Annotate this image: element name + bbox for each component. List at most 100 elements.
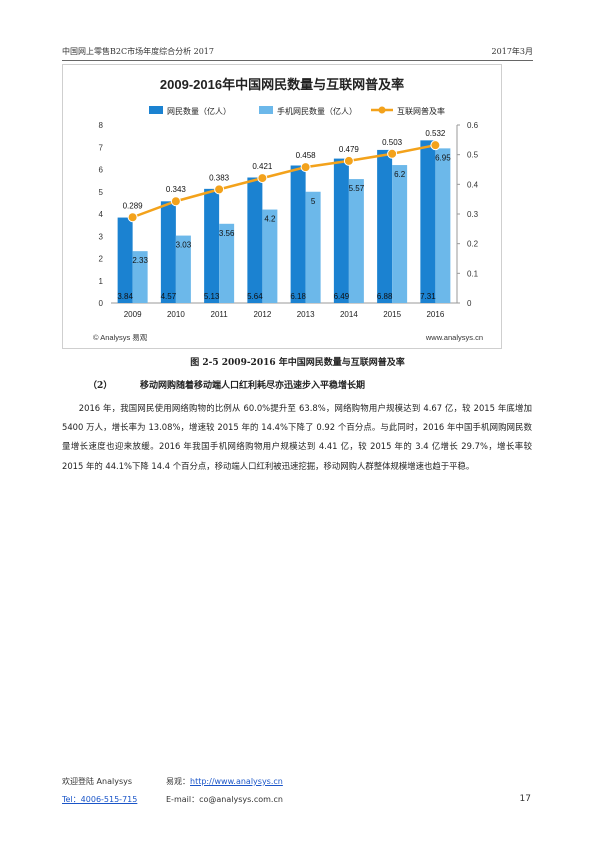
bar-netizens-value-label: 3.84 — [117, 292, 133, 301]
bar-mobile-netizens — [262, 209, 278, 303]
bar-netizens-value-label: 6.49 — [334, 292, 350, 301]
footer-website-label: 易观： — [166, 777, 190, 786]
bar-netizens — [333, 158, 349, 303]
section-number: （2） — [88, 381, 113, 391]
y-right-tick-label: 0.5 — [467, 151, 479, 160]
x-tick-label: 2015 — [383, 310, 401, 319]
bar-netizens-value-label: 7.31 — [420, 292, 436, 301]
y-left-tick-label: 1 — [99, 277, 104, 286]
bar-mobile-value-label: 5 — [311, 197, 316, 206]
line-point — [257, 173, 268, 184]
header-report-title: 中国网上零售B2C市场年度综合分析 2017 — [62, 47, 214, 56]
line-value-label: 0.458 — [296, 151, 317, 160]
x-tick-label: 2011 — [211, 310, 229, 319]
line-value-label: 0.532 — [425, 129, 446, 138]
y-left-tick-label: 6 — [99, 166, 104, 175]
chart-source-left: © Analysys 易观 — [93, 333, 148, 342]
y-right-tick-label: 0.2 — [467, 240, 479, 249]
page-header: 中国网上零售B2C市场年度综合分析 2017 2017年3月 — [62, 46, 533, 60]
bar-mobile-value-label: 4.2 — [264, 215, 276, 224]
bar-netizens — [420, 140, 436, 303]
bar-netizens — [377, 149, 393, 303]
y-left-tick-label: 5 — [99, 188, 104, 197]
y-left-tick-label: 0 — [99, 299, 104, 308]
chart-title: 2009-2016年中国网民数量与互联网普及率 — [160, 77, 404, 92]
line-point — [127, 212, 138, 223]
legend-swatch — [149, 106, 163, 114]
bar-mobile-value-label: 3.56 — [219, 229, 235, 238]
y-left-tick-label: 7 — [99, 143, 104, 152]
body-paragraph: 2016 年，我国网民使用网络购物的比例从 60.0%提升至 63.8%，网络购… — [62, 403, 532, 471]
bar-netizens-value-label: 5.13 — [204, 292, 220, 301]
y-right-tick-label: 0 — [467, 299, 472, 308]
bar-mobile-netizens — [348, 179, 364, 303]
x-tick-label: 2016 — [426, 310, 444, 319]
bar-netizens — [204, 188, 220, 303]
legend-label: 手机网民数量（亿人） — [277, 106, 357, 116]
bar-mobile-value-label: 2.33 — [132, 256, 148, 265]
bar-netizens-value-label: 5.64 — [247, 292, 263, 301]
line-point — [387, 148, 398, 159]
bar-netizens — [160, 201, 176, 303]
header-divider — [62, 60, 533, 61]
bar-mobile-netizens — [175, 235, 191, 303]
bar-netizens-value-label: 6.18 — [290, 292, 306, 301]
line-point — [214, 184, 225, 195]
bar-netizens — [247, 177, 263, 303]
chart-source-right: www.analysys.cn — [425, 333, 483, 342]
bar-mobile-value-label: 6.95 — [435, 153, 451, 162]
y-left-tick-label: 4 — [99, 210, 104, 219]
legend-label: 网民数量（亿人） — [167, 106, 231, 116]
figure-caption: 图 2-5 2009-2016 年中国网民数量与互联网普及率 — [190, 358, 405, 368]
header-date: 2017年3月 — [491, 47, 533, 56]
bar-mobile-value-label: 5.57 — [349, 184, 365, 193]
line-value-label: 0.383 — [209, 173, 230, 182]
footer-website-link[interactable]: http://www.analysys.cn — [190, 777, 283, 786]
bar-mobile-netizens — [435, 148, 451, 303]
y-left-tick-label: 2 — [99, 255, 104, 264]
footer-welcome: 欢迎登陆 Analysys — [62, 777, 133, 786]
x-tick-label: 2010 — [167, 310, 185, 319]
line-value-label: 0.479 — [339, 145, 360, 154]
bar-mobile-netizens — [392, 165, 408, 303]
x-tick-label: 2012 — [253, 310, 271, 319]
line-value-label: 0.343 — [166, 185, 187, 194]
x-tick-label: 2013 — [297, 310, 315, 319]
line-point — [343, 155, 354, 166]
chart-figure: 2009-2016年中国网民数量与互联网普及率网民数量（亿人） 手机网民数量（亿人… — [62, 64, 502, 349]
y-right-tick-label: 0.6 — [467, 121, 479, 130]
x-tick-label: 2014 — [340, 310, 358, 319]
y-right-tick-label: 0.1 — [467, 269, 479, 278]
y-right-tick-label: 0.4 — [467, 180, 479, 189]
section-heading: （2） 移动网购随着移动端人口红利耗尽亦迅速步入平稳增长期 — [88, 378, 365, 391]
bar-netizens-value-label: 6.88 — [377, 292, 393, 301]
y-left-tick-label: 3 — [99, 232, 104, 241]
bar-mobile-netizens — [305, 191, 321, 303]
legend-marker — [378, 106, 386, 114]
page-number: 17 — [519, 794, 531, 804]
legend-label: 互联网普及率 — [397, 106, 445, 116]
bar-mobile-value-label: 6.2 — [394, 170, 406, 179]
bar-mobile-value-label: 3.03 — [176, 241, 192, 250]
bar-netizens — [117, 217, 133, 303]
y-left-tick-label: 8 — [99, 121, 104, 130]
line-point — [170, 196, 181, 207]
line-penetration-rate — [132, 143, 436, 219]
x-tick-label: 2009 — [124, 310, 142, 319]
line-point — [300, 162, 311, 173]
section-title: 移动网购随着移动端人口红利耗尽亦迅速步入平稳增长期 — [140, 381, 366, 391]
footer-tel-link[interactable]: Tel：4006-515-715 — [62, 795, 138, 804]
line-value-label: 0.289 — [123, 201, 144, 210]
bar-netizens-value-label: 4.57 — [161, 292, 177, 301]
line-point — [430, 140, 441, 151]
line-value-label: 0.503 — [382, 138, 403, 147]
line-value-label: 0.421 — [252, 162, 273, 171]
bar-mobile-netizens — [219, 223, 235, 303]
y-right-tick-label: 0.3 — [467, 210, 479, 219]
footer-email: E-mail：co@analysys.com.cn — [166, 795, 283, 804]
page-footer: 欢迎登陆 Analysys 易观：http://www.analysys.cn … — [62, 776, 533, 812]
legend-swatch — [259, 106, 273, 114]
bar-netizens — [290, 165, 306, 303]
bar-mobile-netizens — [132, 251, 148, 303]
